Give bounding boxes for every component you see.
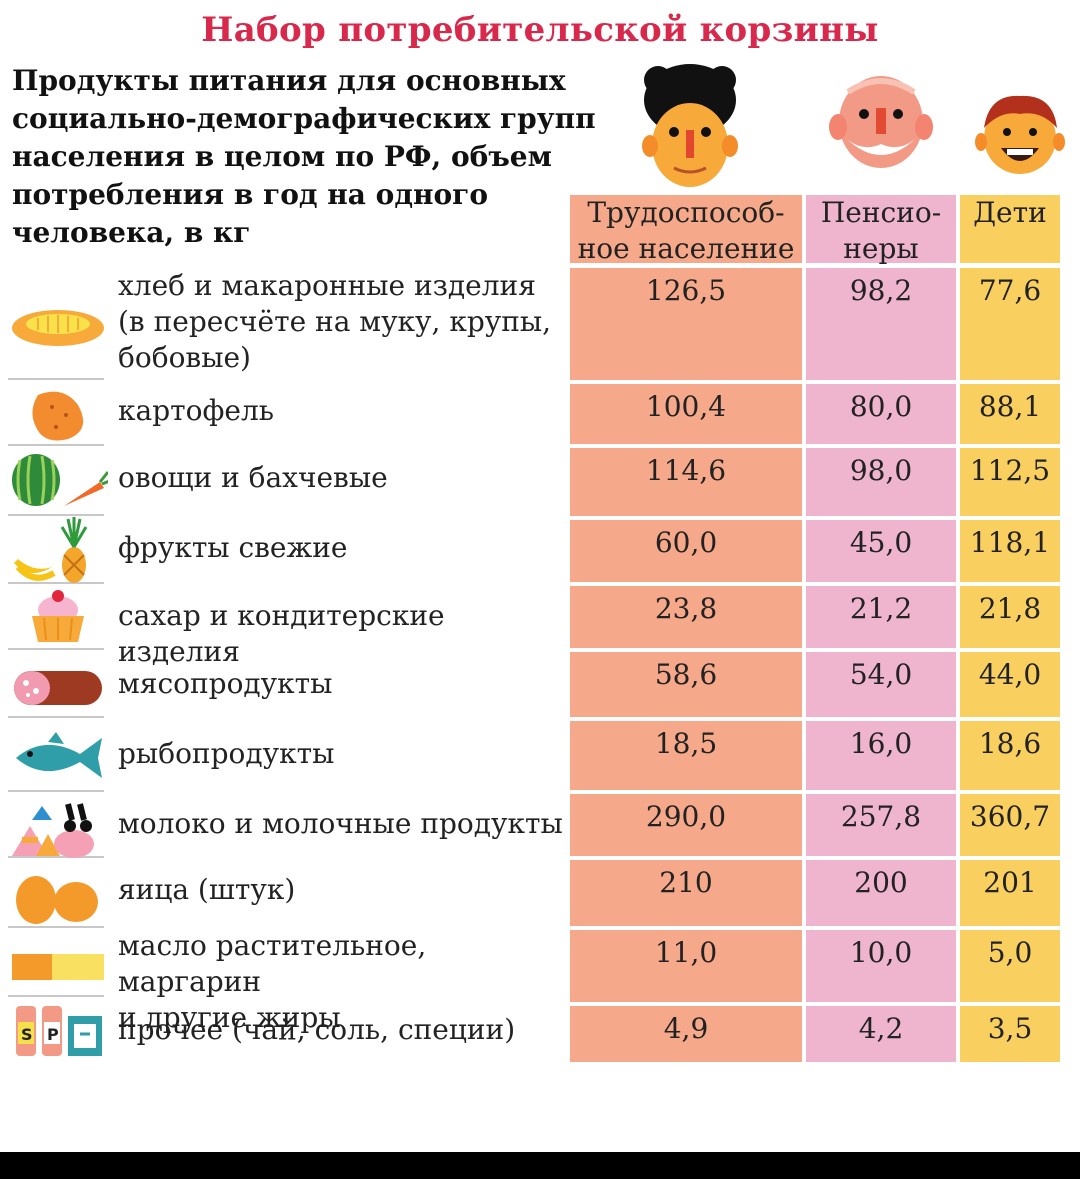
table-cell: 44,0: [960, 652, 1060, 717]
table-cell: 257,8: [806, 794, 956, 856]
table-cell: 10,0: [806, 930, 956, 1002]
table-cell: 4,2: [806, 1006, 956, 1062]
table-cell: 112,5: [960, 448, 1060, 516]
table-cell: 3,5: [960, 1006, 1060, 1062]
row-divider: [8, 514, 104, 516]
table-cell: 98,2: [806, 268, 956, 380]
pensioner-face-icon: [829, 76, 933, 168]
table-cell: 126,5: [570, 268, 802, 380]
row-divider: [8, 856, 104, 858]
working-adult-face-icon: [642, 64, 738, 187]
row-label: овощи и бахчевые: [118, 461, 388, 494]
column-header-pensioners: Пенсио- неры: [806, 195, 956, 265]
row-label: хлеб и макаронные изделия (в пересчёте н…: [118, 269, 552, 374]
table-cell: 23,8: [570, 586, 802, 648]
table-cell: 18,6: [960, 721, 1060, 790]
row-label: рыбопродукты: [118, 737, 335, 770]
cupcake-icon: [32, 590, 84, 642]
table-cell: 114,6: [570, 448, 802, 516]
bread-icon: [12, 310, 104, 346]
row-label: фрукты свежие: [118, 531, 348, 564]
row-label: масло растительное, маргарин и другие жи…: [118, 929, 427, 1034]
table-cell: 21,2: [806, 586, 956, 648]
column-header-children-label: Дети: [973, 196, 1047, 229]
row-divider: [8, 926, 104, 928]
row-divider: [8, 716, 104, 718]
table-cell: 4,9: [570, 1006, 802, 1062]
table-cell: 60,0: [570, 520, 802, 582]
table-cell: 77,6: [960, 268, 1060, 380]
table-cell: 118,1: [960, 520, 1060, 582]
column-header-working-label: Трудоспособ- ное население: [577, 196, 795, 265]
table-cell: 45,0: [806, 520, 956, 582]
table-cell: 54,0: [806, 652, 956, 717]
svg-text:S: S: [21, 1025, 33, 1044]
table-cell: 5,0: [960, 930, 1060, 1002]
table-cell: 18,5: [570, 721, 802, 790]
table-cell: 88,1: [960, 384, 1060, 444]
chart-title: Набор потребительской корзины: [201, 10, 879, 50]
bottom-bar: [0, 1152, 1080, 1179]
table-cell: 16,0: [806, 721, 956, 790]
column-header-pensioners-label: Пенсио- неры: [820, 196, 942, 265]
table-cell: 80,0: [806, 384, 956, 444]
row-label: яица (штук): [118, 873, 296, 906]
row-divider: [8, 378, 104, 380]
table-cell: 21,8: [960, 586, 1060, 648]
table-cell: 98,0: [806, 448, 956, 516]
column-header-working: Трудоспособ- ное население: [570, 195, 802, 265]
chart-subtitle: Продукты питания для основных социально-…: [12, 64, 596, 249]
column-header-children: Дети: [960, 195, 1060, 263]
row-divider: [8, 648, 104, 650]
svg-text:P: P: [47, 1025, 59, 1044]
row-divider: [8, 995, 104, 997]
child-face-icon: [975, 95, 1065, 174]
table-cell: 11,0: [570, 930, 802, 1002]
row-label: молоко и молочные продукты: [118, 807, 563, 840]
eggs-icon: [16, 876, 98, 924]
table-cell: 100,4: [570, 384, 802, 444]
row-label: прочее (чай, соль, специи): [118, 1013, 516, 1046]
row-divider: [8, 790, 104, 792]
row-label: сахар и кондитерские изделия: [118, 599, 445, 668]
table-cell: 360,7: [960, 794, 1060, 856]
banana-pineapple-icon: [14, 517, 88, 583]
butter-icon: [12, 954, 104, 980]
row-label: картофель: [118, 394, 274, 427]
sausage-icon: [14, 671, 102, 705]
table-cell: 58,6: [570, 652, 802, 717]
table-cell: 201: [960, 860, 1060, 926]
potato-icon: [32, 391, 84, 441]
salt-pepper-icon: S P: [16, 1006, 102, 1056]
dairy-icon: [12, 803, 94, 858]
fish-icon: [16, 732, 102, 778]
row-label: мясопродукты: [118, 667, 333, 700]
watermelon-carrot-icon: [12, 454, 108, 506]
table-cell: 200: [806, 860, 956, 926]
table-cell: 290,0: [570, 794, 802, 856]
table-cell: 210: [570, 860, 802, 926]
row-divider: [8, 582, 104, 584]
row-divider: [8, 444, 104, 446]
